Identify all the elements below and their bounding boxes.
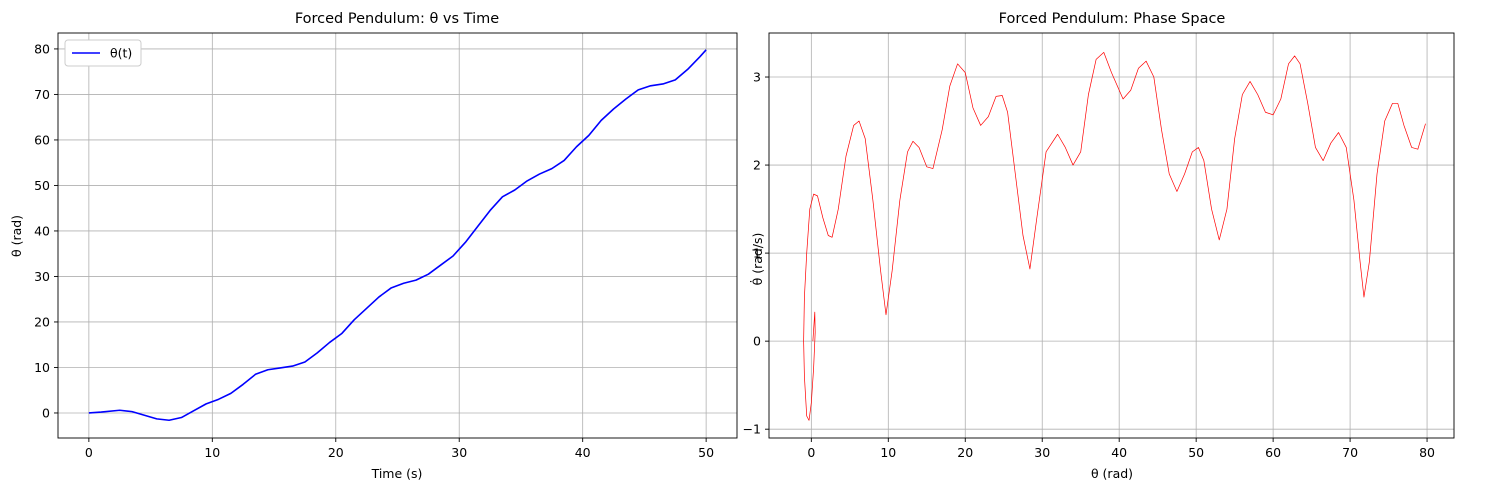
y-tick-label: 10 xyxy=(34,360,50,375)
y-tick-label: 50 xyxy=(34,178,50,193)
y-tick-label: 20 xyxy=(34,314,50,329)
x-tick-label: 80 xyxy=(1419,445,1435,460)
chart-title: Forced Pendulum: Phase Space xyxy=(999,11,1226,27)
x-tick-label: 0 xyxy=(807,445,815,460)
y-axis-label: θ (rad) xyxy=(9,215,24,257)
y-tick-label: 1 xyxy=(753,246,761,261)
x-tick-label: 0 xyxy=(85,445,93,460)
y-tick-label: 60 xyxy=(34,132,50,147)
y-axis-label: θ̇ (rad/s) xyxy=(750,233,765,286)
x-tick-label: 10 xyxy=(204,445,220,460)
x-tick-label: 40 xyxy=(575,445,591,460)
x-tick-label: 10 xyxy=(880,445,896,460)
x-tick-label: 20 xyxy=(957,445,973,460)
y-tick-label: 2 xyxy=(753,158,761,173)
y-tick-label: −1 xyxy=(743,422,761,437)
series-line xyxy=(803,52,1426,421)
x-tick-label: 30 xyxy=(1034,445,1050,460)
plot-frame xyxy=(768,32,1455,439)
y-tick-label: 3 xyxy=(753,70,761,85)
legend-label: θ(t) xyxy=(110,46,132,61)
y-tick-label: 40 xyxy=(34,223,50,238)
legend-box xyxy=(64,39,142,67)
x-tick-label: 50 xyxy=(1188,445,1204,460)
x-axis-label: θ (rad) xyxy=(1091,466,1133,481)
x-tick-label: 20 xyxy=(328,445,344,460)
x-tick-label: 50 xyxy=(698,445,714,460)
chart-title: Forced Pendulum: θ vs Time xyxy=(295,11,499,27)
x-tick-label: 70 xyxy=(1342,445,1358,460)
y-tick-label: 0 xyxy=(753,334,761,349)
y-tick-label: 30 xyxy=(34,269,50,284)
x-tick-label: 40 xyxy=(1111,445,1127,460)
y-tick-label: 0 xyxy=(42,405,50,420)
series-line xyxy=(88,49,707,422)
x-tick-label: 60 xyxy=(1265,445,1281,460)
x-tick-label: 30 xyxy=(451,445,467,460)
y-tick-label: 70 xyxy=(34,87,50,102)
x-axis-label: Time (s) xyxy=(371,466,423,481)
grid xyxy=(769,33,1454,438)
plot-frame xyxy=(57,32,738,439)
phase-space-panel: Forced Pendulum: Phase Space θ (rad) θ̇ … xyxy=(743,11,1455,481)
grid xyxy=(58,33,737,438)
y-tick-label: 80 xyxy=(34,41,50,56)
time-series-panel: Forced Pendulum: θ vs Time Time (s) θ (r… xyxy=(9,11,738,481)
legend: θ(t) xyxy=(64,39,142,67)
